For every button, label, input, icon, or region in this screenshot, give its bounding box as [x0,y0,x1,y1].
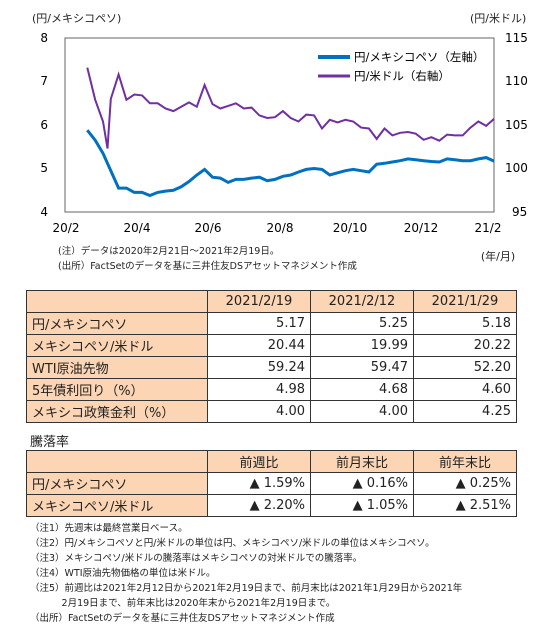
y-left-tick: 8 [40,31,48,45]
cell: 4.25 [413,400,517,423]
chart-note: (注）データは2020年2月21日～2021年2月19日。 [58,246,280,257]
x-tick: 20/2 [53,221,80,235]
y-left-tick: 5 [40,161,48,175]
row-label: 円/メキシコペソ [26,472,208,495]
y-left-tick: 6 [40,118,48,132]
row-label: WTI原油先物 [26,356,208,379]
legend-label-jpy-mxn: 円/メキシコペソ（左軸） [354,50,484,64]
cell: 59.24 [207,356,311,379]
fx-line-chart: (円/メキシコペソ) (円/米ドル) (年/月) 4 5 6 7 8 95 10… [32,12,528,263]
y-right-tick: 110 [505,74,528,88]
row-label: 5年債利回り（%） [26,378,208,401]
cell: 20.44 [207,334,311,357]
column-header: 2021/2/12 [310,290,414,313]
cell: 5.25 [310,312,414,335]
row-label: メキシコペソ/米ドル [26,494,208,517]
cell: 20.22 [413,334,517,357]
y-right-tick: 100 [505,161,528,175]
table-row: メキシコ政策金利（%） 4.00 4.00 4.25 [26,400,517,423]
cell: 4.60 [413,378,517,401]
footnote: （注1）先週末は最終営業日ベース。 [30,523,188,534]
footnote: （出所）FactSetのデータを基に三井住友DSアセットマネジメント作成 [30,613,335,624]
row-label: 円/メキシコペソ [26,312,208,335]
y-left-tick: 4 [40,205,48,219]
footnote: （注2）円/メキシコペソと円/米ドルの単位は円、メキシコペソ/米ドルの単位はメキ… [30,538,435,549]
row-label: メキシコペソ/米ドル [26,334,208,357]
series-line-jpy-mxn [86,129,495,198]
change-rate-title: 騰落率 [30,435,70,450]
footnote: 2月19日まで、前年末比は2020年末から2021年2月19日まで。 [30,598,336,609]
x-tick: 20/6 [195,221,222,235]
footnote: （注5）前週比は2021年2月12日から2021年2月19日まで、前月末比は20… [30,583,463,594]
table-row: 円/メキシコペソ ▲ 1.59% ▲ 0.16% ▲ 0.25% [26,472,517,495]
cell: ▲ 2.51% [413,494,517,517]
x-axis-unit: (年/月) [481,249,515,263]
x-tick: 20/10 [333,221,368,235]
legend-label-jpy-usd: 円/米ドル（右軸） [354,69,450,83]
table-row: メキシコペソ/米ドル ▲ 2.20% ▲ 1.05% ▲ 2.51% [26,494,517,517]
y-left-tick-labels: 4 5 6 7 8 [40,31,48,219]
table-corner [26,290,208,313]
x-tick: 21/2 [475,221,502,235]
legend: 円/メキシコペソ（左軸） 円/米ドル（右軸） [318,50,484,83]
cell: 19.99 [310,334,414,357]
market-data-table: 2021/2/19 2021/2/12 2021/1/29 円/メキシコペソ 5… [26,290,517,423]
right-axis-unit: (円/米ドル) [470,12,526,25]
x-tick: 20/8 [267,221,294,235]
cell: 5.18 [413,312,517,335]
cell: 4.00 [207,400,311,423]
table-row: メキシコペソ/米ドル 20.44 19.99 20.22 [26,334,517,357]
plot-area [64,37,495,213]
y-right-tick: 115 [505,31,528,45]
series-line-jpy-usd [86,67,495,149]
column-header: 前年末比 [413,450,517,473]
x-tick: 20/12 [404,221,439,235]
cell: ▲ 0.25% [413,472,517,495]
y-right-tick: 105 [505,118,528,132]
column-header: 前月末比 [310,450,414,473]
cell: 5.17 [207,312,311,335]
table-header-row: 前週比 前月末比 前年末比 [26,450,517,473]
cell: ▲ 2.20% [207,494,311,517]
y-right-tick: 95 [512,205,527,219]
x-tick-labels: 20/2 20/4 20/6 20/8 20/10 20/12 21/2 [53,221,502,235]
cell: 4.00 [310,400,414,423]
table-header-row: 2021/2/19 2021/2/12 2021/1/29 [26,290,517,313]
cell: ▲ 1.59% [207,472,311,495]
cell: 4.68 [310,378,414,401]
cell: ▲ 1.05% [310,494,414,517]
column-header: 2021/2/19 [207,290,311,313]
table-corner [26,450,208,473]
change-rate-table: 前週比 前月末比 前年末比 円/メキシコペソ ▲ 1.59% ▲ 0.16% ▲… [26,450,517,517]
column-header: 前週比 [207,450,311,473]
cell: ▲ 0.16% [310,472,414,495]
x-tick: 20/4 [124,221,151,235]
left-axis-unit: (円/メキシコペソ) [32,12,121,25]
table-row: WTI原油先物 59.24 59.47 52.20 [26,356,517,379]
cell: 59.47 [310,356,414,379]
y-left-tick: 7 [40,74,48,88]
row-label: メキシコ政策金利（%） [26,400,208,423]
cell: 52.20 [413,356,517,379]
column-header: 2021/1/29 [413,290,517,313]
y-right-tick-labels: 95 100 105 110 115 [505,31,528,219]
chart-source: (出所）FactSetのデータを基に三井住友DSアセットマネジメント作成 [58,261,357,272]
footnote: （注4）WTI原油先物価格の単位は米ドル。 [30,568,216,579]
table-row: 5年債利回り（%） 4.98 4.68 4.60 [26,378,517,401]
footnote: （注3）メキシコペソ/米ドルの騰落率はメキシコペソの対米ドルでの騰落率。 [30,553,363,564]
cell: 4.98 [207,378,311,401]
table-row: 円/メキシコペソ 5.17 5.25 5.18 [26,312,517,335]
